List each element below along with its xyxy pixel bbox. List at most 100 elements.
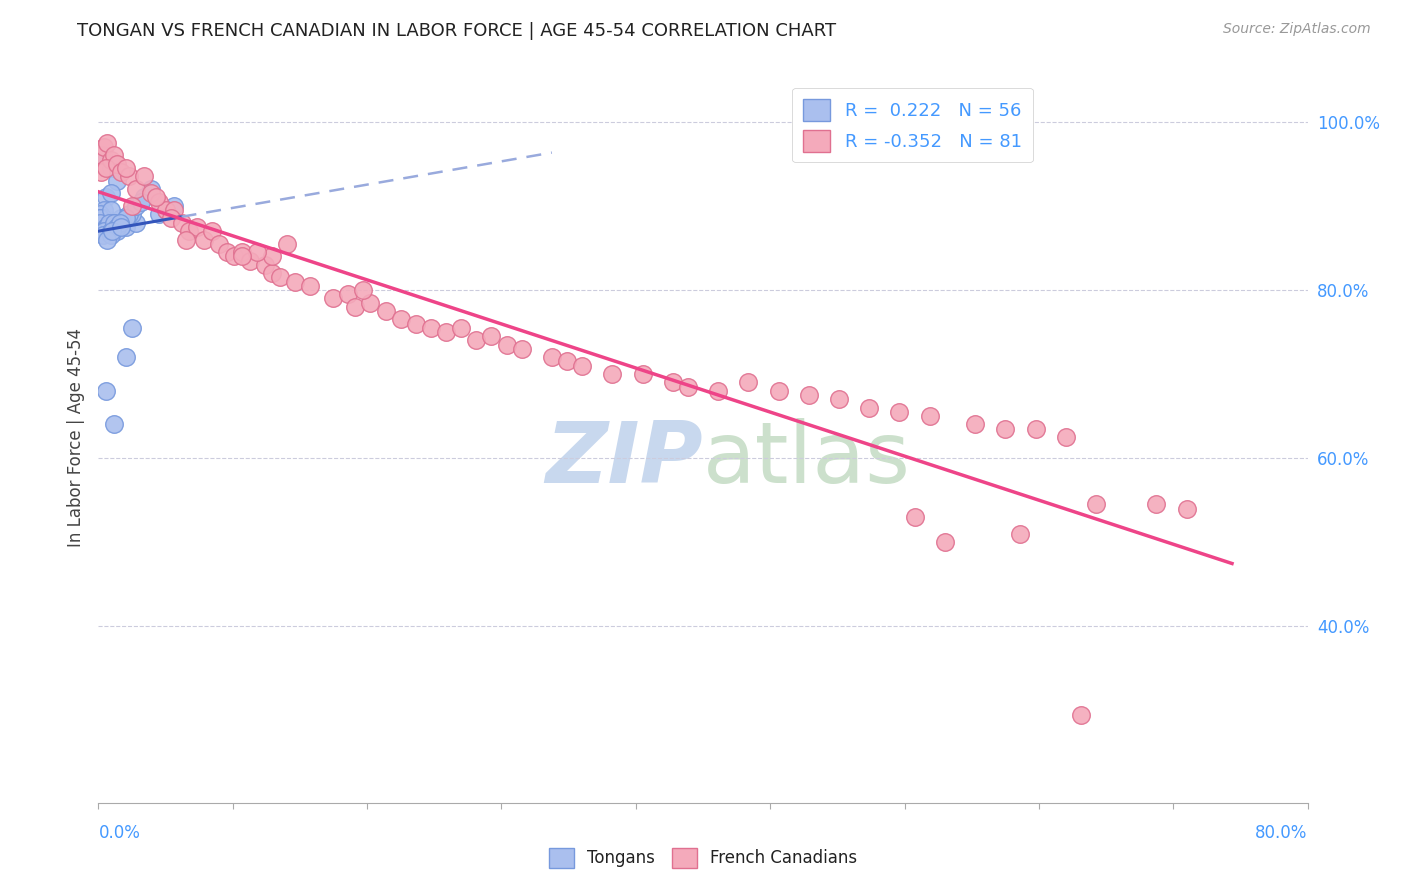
Point <box>661 376 683 390</box>
Point <box>89 211 111 226</box>
Point <box>344 300 367 314</box>
Point <box>420 320 443 334</box>
Point <box>262 249 284 263</box>
Point <box>129 194 152 209</box>
Point <box>231 245 253 260</box>
Point <box>121 320 143 334</box>
Point <box>94 190 117 204</box>
Point <box>145 190 167 204</box>
Point <box>215 245 238 260</box>
Y-axis label: In Labor Force | Age 45-54: In Labor Force | Age 45-54 <box>66 327 84 547</box>
Point <box>125 182 148 196</box>
Point <box>889 405 911 419</box>
Point <box>121 207 143 221</box>
Point <box>352 283 374 297</box>
Point <box>118 169 141 184</box>
Point <box>89 216 111 230</box>
Point <box>797 388 820 402</box>
Point <box>155 203 177 218</box>
Point <box>904 510 927 524</box>
Point <box>118 207 141 221</box>
Point <box>125 216 148 230</box>
Point <box>105 224 128 238</box>
Point <box>246 245 269 260</box>
Point <box>224 249 246 263</box>
Point <box>193 233 215 247</box>
Point <box>89 216 111 230</box>
Point <box>114 211 136 226</box>
Point <box>239 253 262 268</box>
Point <box>90 148 112 162</box>
Point <box>602 367 624 381</box>
Point <box>299 278 322 293</box>
Point <box>108 216 131 230</box>
Point <box>121 199 143 213</box>
Point <box>101 224 124 238</box>
Point <box>100 153 122 167</box>
Point <box>163 203 186 218</box>
Point <box>94 219 117 234</box>
Point <box>186 219 208 234</box>
Point <box>94 211 117 226</box>
Point <box>114 350 136 364</box>
Point <box>555 354 578 368</box>
Point <box>148 194 170 209</box>
Point <box>284 275 307 289</box>
Point <box>94 384 117 398</box>
Point <box>90 216 112 230</box>
Point <box>89 207 111 221</box>
Point <box>374 304 396 318</box>
Point <box>201 224 224 238</box>
Point <box>510 342 533 356</box>
Point <box>571 359 593 373</box>
Point <box>918 409 941 423</box>
Point <box>100 161 122 175</box>
Point <box>1175 501 1198 516</box>
Point <box>1024 422 1046 436</box>
Point <box>405 317 427 331</box>
Point <box>389 312 412 326</box>
Point <box>94 161 117 175</box>
Point <box>1070 707 1092 722</box>
Point <box>103 417 125 432</box>
Point <box>434 325 457 339</box>
Point <box>90 211 112 226</box>
Point <box>96 219 118 234</box>
Point <box>110 165 132 179</box>
Point <box>231 249 253 263</box>
Point <box>934 535 956 549</box>
Point <box>103 216 125 230</box>
Point <box>110 211 132 226</box>
Point <box>132 169 155 184</box>
Text: ZIP: ZIP <box>546 417 703 500</box>
Point <box>105 157 128 171</box>
Point <box>360 295 382 310</box>
Point <box>148 207 170 221</box>
Point <box>155 203 177 218</box>
Point <box>160 211 183 226</box>
Point <box>481 329 503 343</box>
Point <box>89 216 111 230</box>
Point <box>1144 497 1167 511</box>
Point <box>105 219 128 234</box>
Point <box>98 216 121 230</box>
Point <box>828 392 851 407</box>
Point <box>103 148 125 162</box>
Point <box>100 224 122 238</box>
Point <box>125 199 148 213</box>
Point <box>91 211 114 226</box>
Point <box>450 320 472 334</box>
Point <box>132 190 155 204</box>
Point <box>100 203 122 218</box>
Point <box>114 161 136 175</box>
Point <box>262 266 284 280</box>
Point <box>141 186 163 201</box>
Point <box>208 236 231 251</box>
Point <box>1054 430 1077 444</box>
Point <box>994 422 1017 436</box>
Point <box>170 216 193 230</box>
Point <box>89 211 111 226</box>
Point <box>89 219 111 234</box>
Point <box>96 136 118 150</box>
Point <box>90 219 112 234</box>
